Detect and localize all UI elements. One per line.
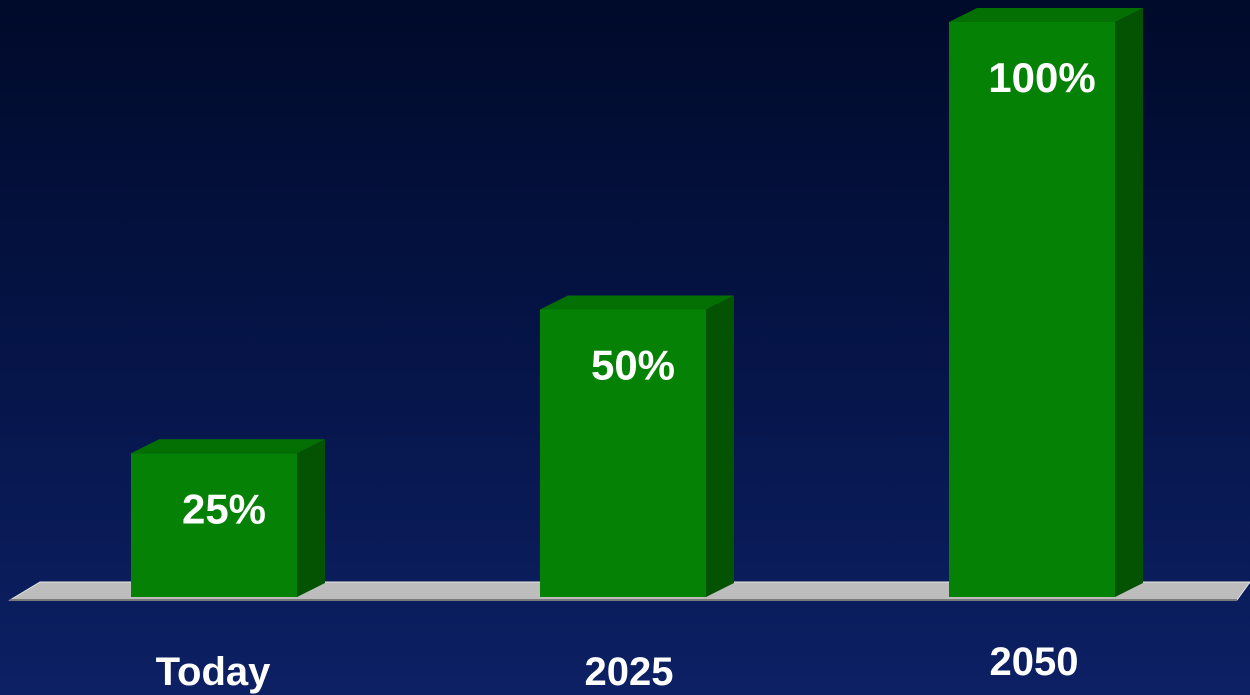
bar-2025	[540, 309, 706, 597]
category-label-today: Today	[155, 650, 271, 694]
bar-top-2050	[949, 8, 1143, 22]
category-label-2050: 2050	[989, 640, 1079, 684]
bar-side-today	[297, 439, 325, 597]
bar-top-today	[131, 439, 325, 454]
data-label-today: 25%	[182, 485, 266, 532]
bar-top-2025	[540, 295, 734, 310]
bar-2050	[949, 22, 1115, 597]
data-label-2025: 50%	[591, 342, 675, 389]
bar-today	[131, 453, 297, 597]
category-label-2025: 2025	[584, 650, 674, 694]
data-label-2050: 100%	[988, 54, 1095, 101]
bar-side-2025	[706, 295, 734, 597]
bar-side-2050	[1115, 8, 1143, 597]
